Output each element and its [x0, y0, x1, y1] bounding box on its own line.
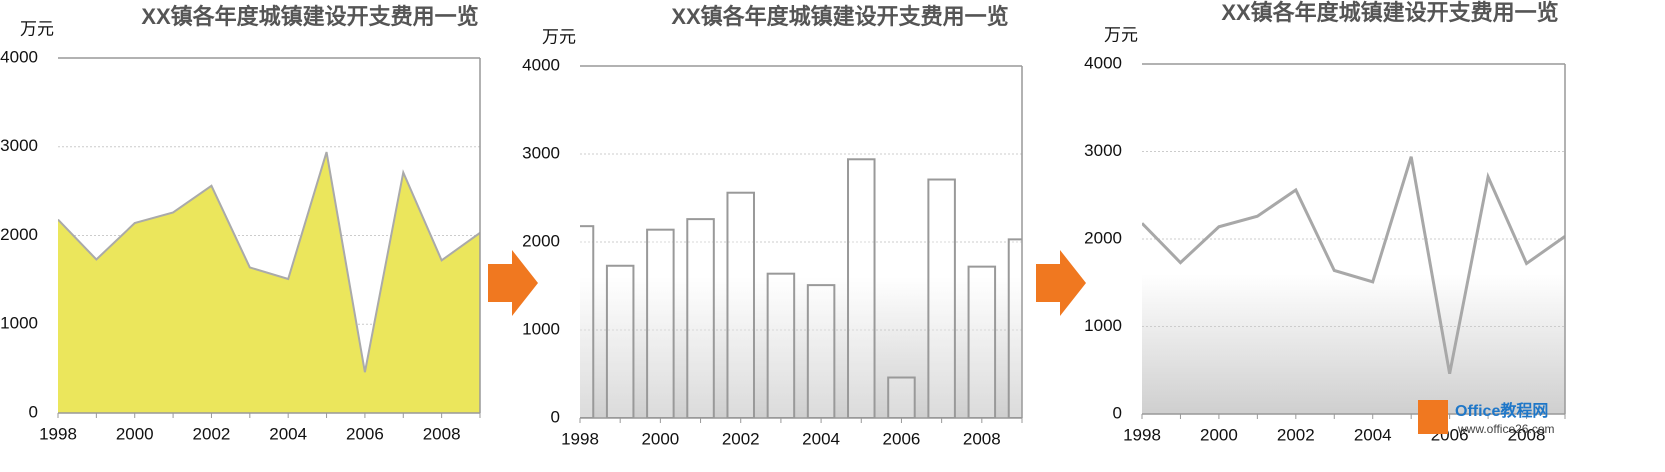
y-tick-label: 1000: [522, 319, 560, 338]
y-tick-label: 3000: [1084, 141, 1122, 160]
background: [1142, 274, 1565, 414]
bar: [726, 191, 755, 418]
y-tick-label: 0: [551, 407, 560, 426]
watermark-icon: [1418, 400, 1448, 434]
line: [1142, 156, 1565, 375]
area-edge: [58, 151, 480, 373]
y-tick-label: 3000: [0, 136, 38, 155]
bar: [605, 264, 635, 418]
chart-title: XX镇各年度城镇建设开支费用一览: [141, 4, 478, 29]
area: [58, 152, 480, 413]
x-tick-label: 2000: [116, 424, 154, 443]
plot: [580, 158, 1022, 418]
bar: [927, 178, 956, 418]
chart-title: XX镇各年度城镇建设开支费用一览: [671, 4, 1008, 29]
y-tick-label: 2000: [522, 231, 560, 250]
bar: [847, 158, 876, 418]
x-tick-label: 2008: [963, 429, 1001, 448]
x-tick-label: 2008: [423, 424, 461, 443]
watermark: Office教程网 www.office26.com: [1418, 400, 1555, 436]
y-tick-label: 4000: [1084, 53, 1122, 72]
x-tick-label: 1998: [39, 424, 77, 443]
y-tick-label: 4000: [522, 55, 560, 74]
bar: [646, 228, 675, 418]
y-tick-label: 1000: [0, 314, 38, 333]
y-tick-label: 2000: [1084, 228, 1122, 247]
y-tick-label: 1000: [1084, 316, 1122, 335]
bar: [967, 265, 997, 418]
x-tick-label: 2002: [193, 424, 231, 443]
x-tick-label: 2006: [346, 424, 384, 443]
x-tick-label: 2000: [1200, 425, 1238, 444]
plot: [58, 151, 480, 413]
x-tick-label: 2000: [641, 429, 679, 448]
watermark-url: www.office26.com: [1457, 422, 1555, 436]
bar: [806, 284, 836, 418]
bar: [887, 376, 916, 418]
y-tick-label: 4000: [0, 47, 38, 66]
arrow: [1036, 250, 1086, 316]
x-tick-label: 1998: [1123, 425, 1161, 444]
plot: [1142, 156, 1565, 375]
y-tick-label: 0: [29, 402, 38, 421]
x-tick-label: 2004: [269, 424, 307, 443]
y-tick-label: 2000: [0, 225, 38, 244]
arrow: [488, 250, 538, 316]
bar: [580, 225, 595, 418]
x-tick-label: 2002: [1277, 425, 1315, 444]
x-tick-label: 2006: [883, 429, 921, 448]
background: [580, 277, 1022, 418]
y-tick-label: 3000: [522, 143, 560, 162]
y-axis-label: 万元: [542, 27, 576, 46]
bar: [766, 272, 796, 418]
watermark-name: Office教程网: [1455, 401, 1548, 420]
y-axis-label: 万元: [1104, 25, 1138, 44]
x-tick-label: 2004: [802, 429, 840, 448]
y-tick-label: 0: [1113, 403, 1122, 422]
x-tick-label: 1998: [561, 429, 599, 448]
x-tick-label: 2008: [1508, 425, 1546, 444]
y-axis-label: 万元: [20, 19, 54, 38]
x-tick-label: 2004: [1354, 425, 1392, 444]
x-tick-label: 2002: [722, 429, 760, 448]
bar: [686, 218, 715, 418]
chart-title: XX镇各年度城镇建设开支费用一览: [1221, 0, 1558, 25]
